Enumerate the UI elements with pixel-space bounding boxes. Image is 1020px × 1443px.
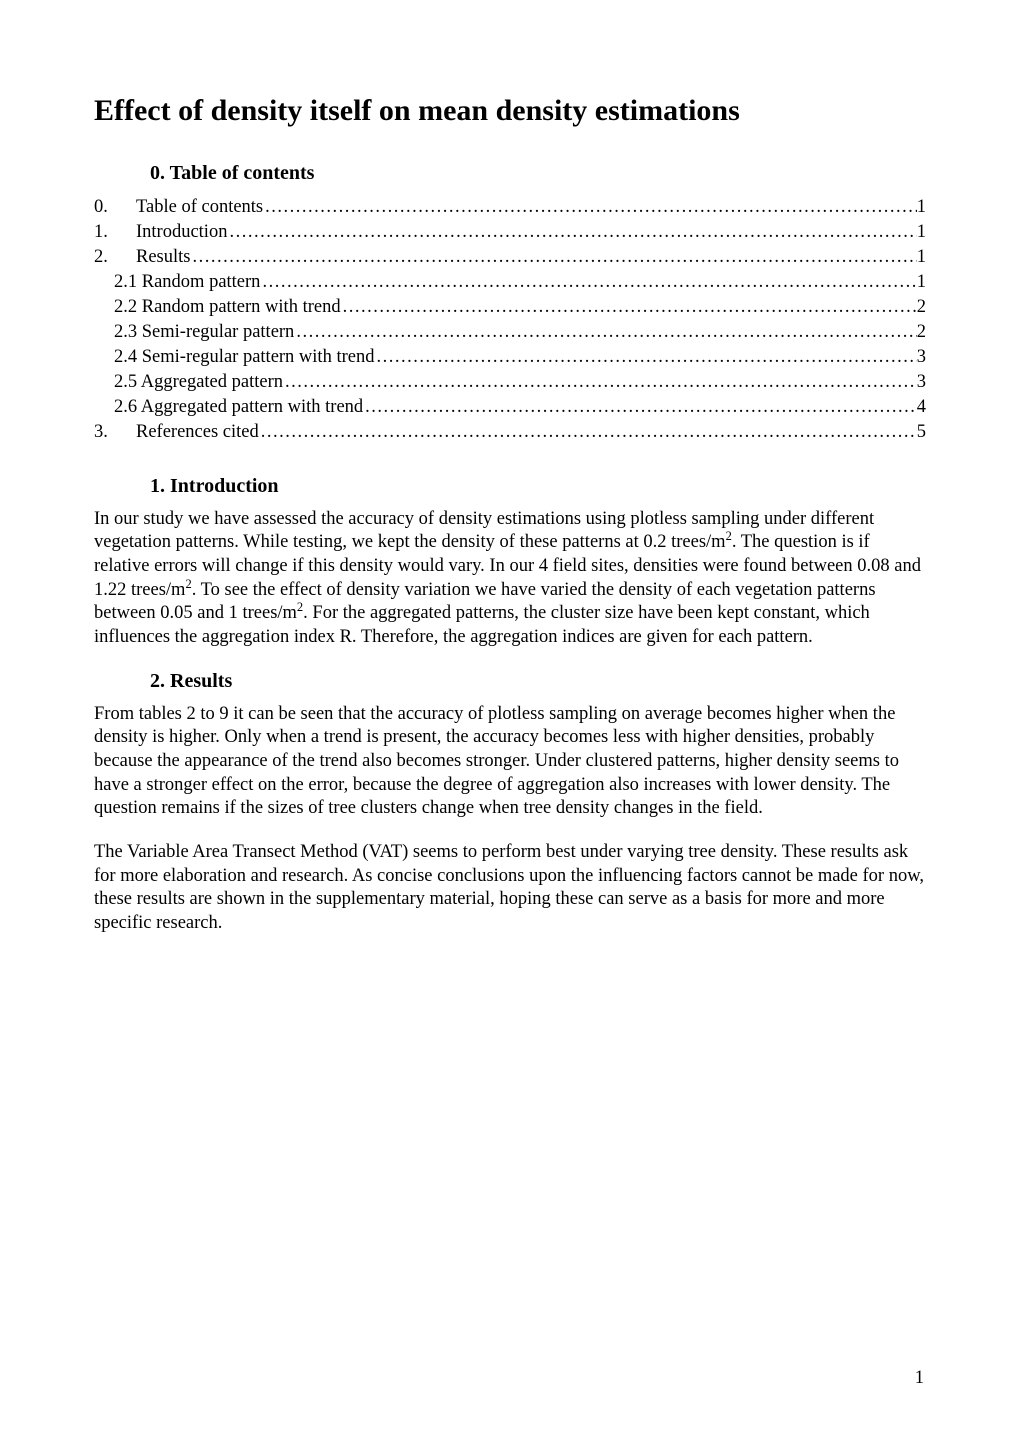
text: . For the aggre [303,603,411,623]
toc-number: 2. [94,245,136,270]
toc-leader-dots: ........................................… [227,220,916,245]
text: . To see the effect of density variation… [192,580,501,600]
introduction-paragraph: In our study we have assessed the accura… [94,508,926,650]
toc-row: 0.Table of contents.....................… [94,195,926,220]
document-title: Effect of density itself on mean density… [94,94,926,128]
toc-label: Introduction [136,220,227,245]
toc-row: 2.3 Semi-regular pattern................… [94,320,926,345]
toc-row: 3.References cited......................… [94,420,926,445]
toc-number: 0. [94,195,136,220]
toc-row: 2.4 Semi-regular pattern with trend.....… [94,345,926,370]
toc-leader-dots: ........................................… [283,370,917,395]
toc-leader-dots: ........................................… [341,295,917,320]
toc-label: 2.1 Random pattern [114,270,260,295]
toc-label: 2.4 Semi-regular pattern with trend [114,345,374,370]
toc-label: References cited [136,420,259,445]
toc-leader-dots: ........................................… [374,345,916,370]
text: /m [706,532,726,552]
toc-leader-dots: ........................................… [260,270,916,295]
toc-row: 2.2 Random pattern with trend...........… [94,295,926,320]
toc-page-number: 1 [917,245,926,270]
toc-page-number: 3 [917,345,926,370]
table-of-contents: 0.Table of contents.....................… [94,195,926,445]
toc-label: 2.5 Aggregated pattern [114,370,283,395]
toc-row: 2.1 Random pattern......................… [94,270,926,295]
toc-page-number: 3 [917,370,926,395]
toc-label: 2.2 Random pattern with trend [114,295,341,320]
results-heading: 2. Results [150,670,926,693]
toc-row: 2.Results...............................… [94,245,926,270]
toc-heading: 0. Table of contents [150,162,926,185]
toc-label: 2.3 Semi-regular pattern [114,320,294,345]
toc-row: 2.5 Aggregated pattern..................… [94,370,926,395]
toc-leader-dots: ........................................… [190,245,916,270]
toc-number: 1. [94,220,136,245]
toc-page-number: 5 [917,420,926,445]
toc-page-number: 1 [917,270,926,295]
text: In our study we have assessed the accura… [94,509,792,529]
toc-page-number: 4 [917,395,926,420]
toc-leader-dots: ........................................… [259,420,917,445]
page-number: 1 [915,1368,924,1389]
toc-number: 3. [94,420,136,445]
results-paragraph-1: From tables 2 to 9 it can be seen that t… [94,703,926,821]
toc-leader-dots: ........................................… [263,195,917,220]
toc-page-number: 2 [917,295,926,320]
toc-page-number: 1 [917,220,926,245]
toc-label: Results [136,245,190,270]
introduction-heading: 1. Introduction [150,475,926,498]
text: x R. Therefore, the aggregation indices … [326,627,813,647]
toc-leader-dots: ........................................… [363,395,917,420]
toc-row: 2.6 Aggregated pattern with trend.......… [94,395,926,420]
toc-label: Table of contents [136,195,263,220]
toc-leader-dots: ........................................… [294,320,916,345]
toc-row: 1.Introduction..........................… [94,220,926,245]
toc-label: 2.6 Aggregated pattern with trend [114,395,363,420]
toc-page-number: 2 [917,320,926,345]
toc-page-number: 1 [917,195,926,220]
results-paragraph-2: The Variable Area Transect Method (VAT) … [94,841,926,936]
